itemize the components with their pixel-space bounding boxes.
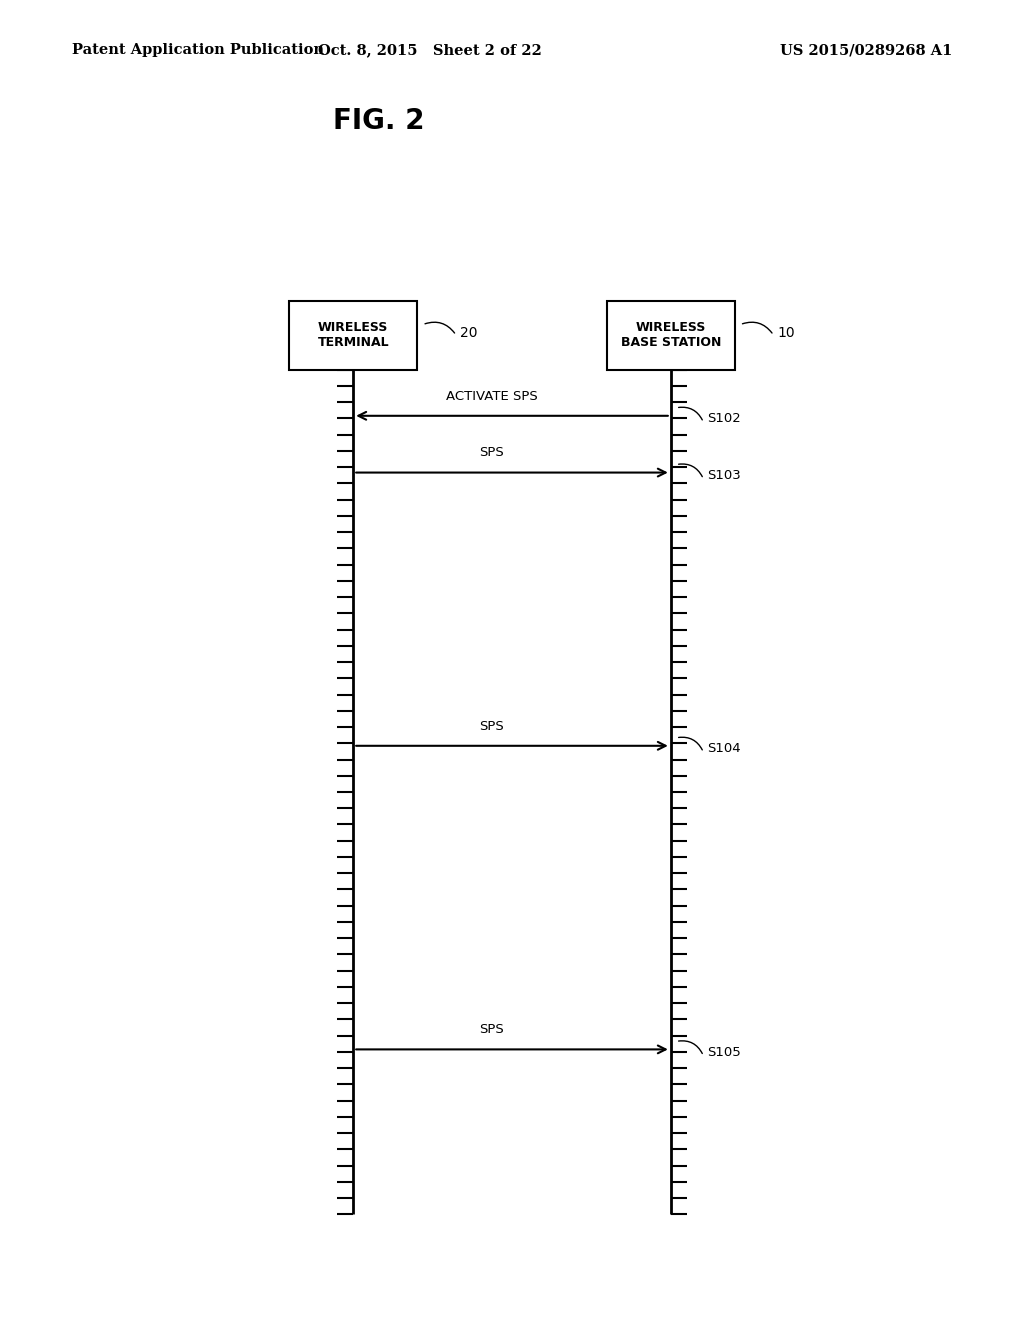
Text: 10: 10 (778, 326, 796, 339)
Text: SPS: SPS (479, 1023, 504, 1036)
Text: WIRELESS
BASE STATION: WIRELESS BASE STATION (621, 321, 721, 350)
Text: Patent Application Publication: Patent Application Publication (72, 44, 324, 57)
Bar (606, 301, 735, 370)
Bar (289, 301, 418, 370)
Text: FIG. 2: FIG. 2 (333, 107, 425, 136)
Text: SPS: SPS (479, 719, 504, 733)
Text: ACTIVATE SPS: ACTIVATE SPS (445, 389, 538, 403)
Text: S104: S104 (708, 742, 741, 755)
Text: WIRELESS
TERMINAL: WIRELESS TERMINAL (317, 321, 389, 350)
Text: S105: S105 (708, 1045, 741, 1059)
Text: Oct. 8, 2015   Sheet 2 of 22: Oct. 8, 2015 Sheet 2 of 22 (318, 44, 542, 57)
Text: US 2015/0289268 A1: US 2015/0289268 A1 (780, 44, 952, 57)
Text: 20: 20 (460, 326, 478, 339)
Text: SPS: SPS (479, 446, 504, 459)
Text: S102: S102 (708, 412, 741, 425)
Text: S103: S103 (708, 469, 741, 482)
